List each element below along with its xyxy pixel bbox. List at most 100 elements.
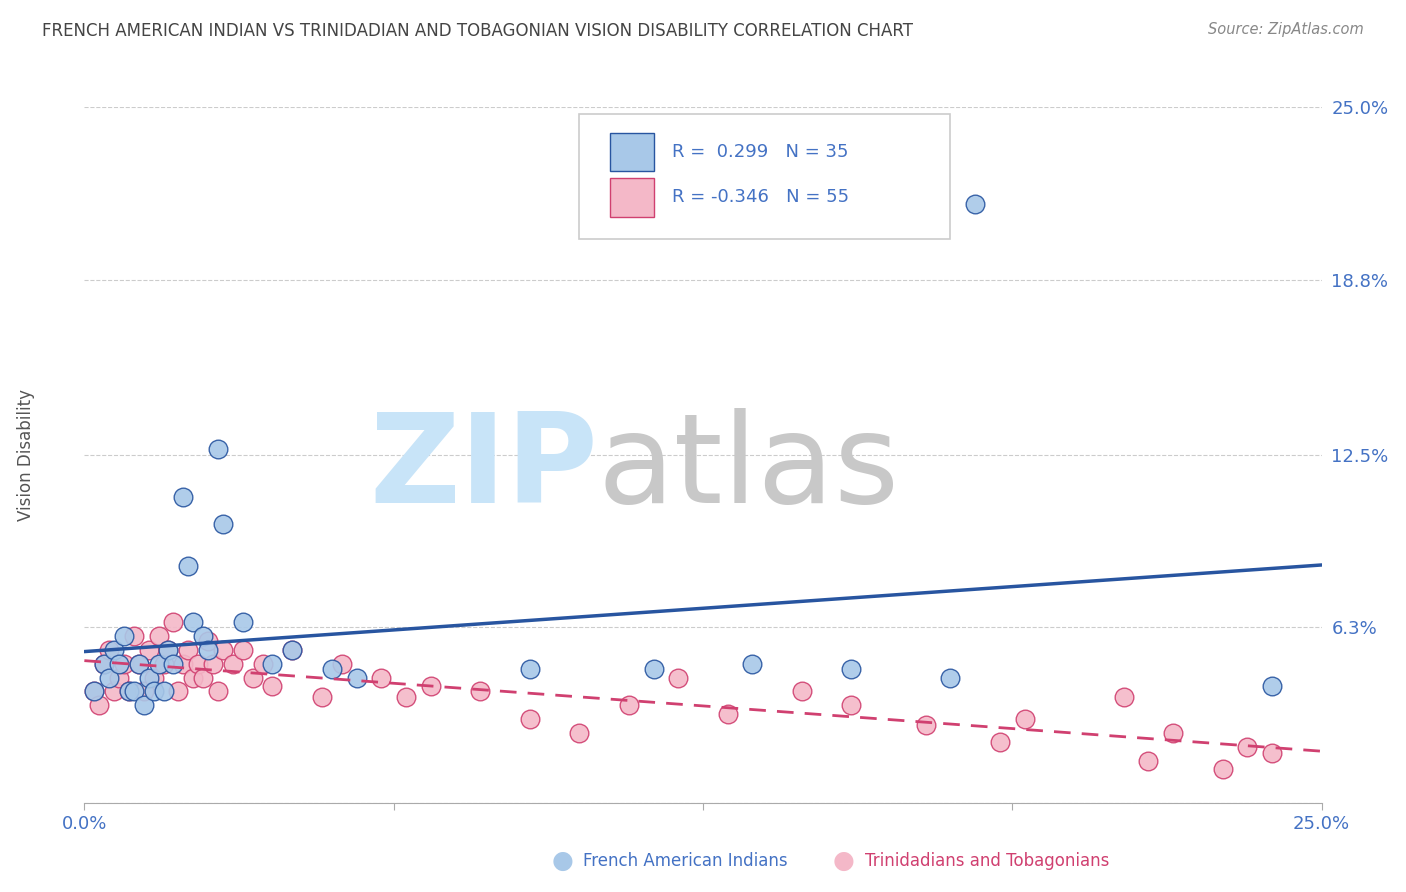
Text: atlas: atlas: [598, 409, 900, 529]
Point: [1212, 763, 1234, 777]
Point: [118, 684, 141, 698]
Text: Trinidadians and Tobagonians: Trinidadians and Tobagonians: [865, 852, 1109, 870]
Point: [242, 671, 264, 685]
Point: [197, 634, 219, 648]
Point: [148, 629, 170, 643]
Point: [1261, 679, 1284, 693]
Point: [177, 642, 200, 657]
Point: [108, 671, 131, 685]
Point: [965, 197, 987, 211]
Point: [914, 718, 936, 732]
Point: [187, 657, 209, 671]
Point: [157, 642, 180, 657]
Point: [142, 671, 165, 685]
Point: [152, 657, 174, 671]
Point: [112, 657, 135, 671]
Point: [148, 657, 170, 671]
Point: [1161, 726, 1184, 740]
Point: [212, 642, 235, 657]
Point: [207, 684, 229, 698]
FancyBboxPatch shape: [610, 178, 654, 217]
FancyBboxPatch shape: [610, 133, 654, 171]
Point: [1137, 754, 1160, 768]
Point: [207, 442, 229, 457]
Point: [1236, 740, 1258, 755]
Text: ●: ●: [551, 849, 574, 872]
Point: [311, 690, 333, 704]
Text: Source: ZipAtlas.com: Source: ZipAtlas.com: [1208, 22, 1364, 37]
Point: [321, 662, 343, 676]
Point: [132, 684, 155, 698]
Point: [262, 679, 284, 693]
Point: [98, 671, 121, 685]
Point: [177, 559, 200, 574]
Point: [741, 657, 763, 671]
Point: [98, 642, 121, 657]
Point: [841, 698, 863, 713]
Point: [281, 642, 304, 657]
Point: [212, 517, 235, 532]
Point: [395, 690, 418, 704]
Point: [281, 642, 304, 657]
Point: [138, 642, 160, 657]
Point: [717, 706, 740, 721]
Point: [157, 642, 180, 657]
Point: [112, 629, 135, 643]
Point: [93, 657, 115, 671]
Point: [370, 671, 392, 685]
Point: [83, 684, 105, 698]
Point: [103, 642, 125, 657]
Point: [197, 642, 219, 657]
Point: [172, 657, 194, 671]
Point: [232, 642, 254, 657]
Text: R =  0.299   N = 35: R = 0.299 N = 35: [672, 144, 849, 161]
Text: French American Indians: French American Indians: [583, 852, 789, 870]
Text: R = -0.346   N = 55: R = -0.346 N = 55: [672, 188, 849, 206]
Point: [118, 684, 141, 698]
Point: [617, 698, 640, 713]
Point: [152, 684, 174, 698]
Point: [232, 615, 254, 629]
Text: ZIP: ZIP: [370, 409, 598, 529]
Point: [132, 698, 155, 713]
Point: [181, 671, 204, 685]
Point: [138, 671, 160, 685]
Point: [83, 684, 105, 698]
Point: [1261, 746, 1284, 760]
Point: [108, 657, 131, 671]
Point: [841, 662, 863, 676]
Point: [262, 657, 284, 671]
Point: [162, 657, 184, 671]
Point: [939, 671, 962, 685]
Point: [666, 671, 689, 685]
Point: [252, 657, 274, 671]
Point: [128, 657, 150, 671]
Point: [167, 684, 190, 698]
Point: [128, 657, 150, 671]
FancyBboxPatch shape: [579, 114, 950, 239]
Point: [103, 684, 125, 698]
Point: [643, 662, 665, 676]
Point: [122, 684, 145, 698]
Point: [89, 698, 111, 713]
Point: [470, 684, 492, 698]
Point: [1112, 690, 1135, 704]
Point: [346, 671, 368, 685]
Point: [222, 657, 245, 671]
Point: [1014, 712, 1036, 726]
Point: [568, 726, 591, 740]
Point: [330, 657, 353, 671]
Text: ●: ●: [832, 849, 855, 872]
Point: [142, 684, 165, 698]
Point: [162, 615, 184, 629]
Point: [419, 679, 441, 693]
Point: [93, 657, 115, 671]
Point: [202, 657, 225, 671]
Point: [122, 629, 145, 643]
Point: [790, 684, 813, 698]
Point: [519, 712, 541, 726]
Point: [172, 490, 194, 504]
Point: [191, 671, 214, 685]
Point: [181, 615, 204, 629]
Point: [191, 629, 214, 643]
